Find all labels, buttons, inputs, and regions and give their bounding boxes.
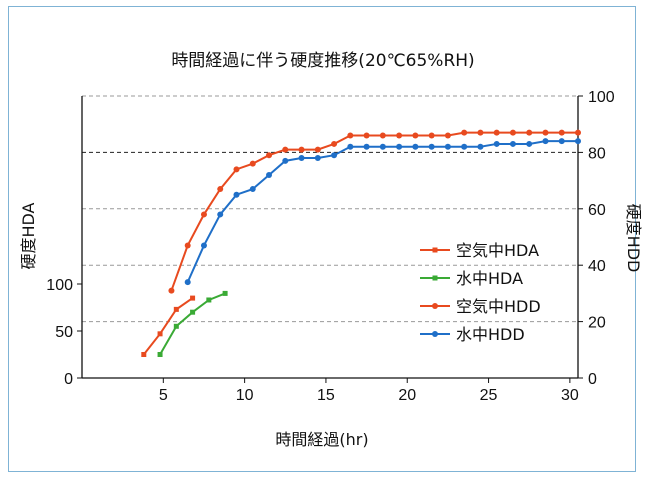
y-axis-label-right: 硬度HDD [624,204,643,273]
series-line-2 [171,133,578,291]
series-2-point-9 [315,147,321,153]
series-2-point-18 [461,130,467,136]
series-3-point-5 [266,172,272,178]
x-tick-label-5: 5 [159,387,168,404]
series-1-point-0 [158,352,163,357]
series-3-point-18 [477,144,483,150]
y-left-tick-label-0: 0 [64,371,73,388]
legend-marker-0 [433,248,438,253]
series-3-point-15 [429,144,435,150]
legend-label-0: 空気中HDA [456,241,539,260]
series-1-point-3 [206,297,211,302]
x-tick-label-30: 30 [561,387,579,404]
series-line-0 [144,298,193,354]
chart-title: 時間経過に伴う硬度推移(20℃65%RH) [171,51,474,71]
series-2-point-5 [250,161,256,167]
series-3-point-16 [445,144,451,150]
legend-label-2: 空気中HDD [456,297,541,316]
series-2-point-21 [510,130,516,136]
x-tick-label-25: 25 [480,387,498,404]
series-2-point-2 [201,211,207,217]
series-3-point-0 [185,279,191,285]
series-3-point-11 [364,144,370,150]
x-tick-label-10: 10 [236,387,254,404]
legend-label-1: 水中HDA [456,269,523,288]
series-3-point-3 [233,192,239,198]
series-3-point-14 [412,144,418,150]
series-3-point-21 [526,141,532,147]
series-line-3 [188,141,578,282]
x-axis-label: 時間経過(hr) [275,430,368,449]
series-2-point-0 [168,288,174,294]
series-2-point-10 [331,141,337,147]
series-2-point-12 [364,132,370,138]
y-right-tick-label-40: 40 [588,258,606,275]
series-2-point-8 [299,147,305,153]
y-right-tick-label-20: 20 [588,315,606,332]
series-3-point-20 [510,141,516,147]
series-2-point-22 [526,130,532,136]
series-2-point-11 [347,132,353,138]
y-axis-label-left: 硬度HDA [19,202,38,269]
series-3-point-12 [380,144,386,150]
series-0-point-3 [190,296,195,301]
series-3-point-19 [494,141,500,147]
x-tick-label-20: 20 [398,387,416,404]
series-2-point-25 [575,130,581,136]
series-3-point-13 [396,144,402,150]
series-2-point-20 [494,130,500,136]
series-2-point-15 [412,132,418,138]
series-2-point-6 [266,152,272,158]
y-left-tick-label-100: 100 [46,277,73,294]
series-2-point-4 [233,166,239,172]
series-1-point-4 [223,291,228,296]
series-3-point-4 [250,186,256,192]
legend-marker-1 [433,276,438,281]
series-3-point-24 [575,138,581,144]
series-line-1 [160,293,225,354]
series-2-point-17 [445,132,451,138]
y-right-tick-label-100: 100 [588,89,615,106]
series-2-point-24 [559,130,565,136]
series-2-point-3 [217,186,223,192]
series-2-point-14 [396,132,402,138]
legend-label-3: 水中HDD [456,325,525,344]
series-0-point-1 [158,331,163,336]
series-3-point-10 [347,144,353,150]
series-1-point-1 [174,324,179,329]
y-right-tick-label-60: 60 [588,202,606,219]
series-3-point-2 [217,211,223,217]
y-right-tick-label-80: 80 [588,145,606,162]
series-3-point-23 [559,138,565,144]
series-3-point-7 [299,155,305,161]
series-3-point-8 [315,155,321,161]
series-1-point-2 [190,310,195,315]
series-3-point-17 [461,144,467,150]
series-2-point-16 [429,132,435,138]
legend: 空気中HDA 水中HDA 空気中HDD 水中HDD [420,241,541,344]
legend-marker-2 [432,303,438,309]
x-tick-label-15: 15 [317,387,335,404]
series-3-point-6 [282,158,288,164]
series-2-point-23 [542,130,548,136]
y-right-tick-label-0: 0 [588,371,597,388]
series-3-point-1 [201,242,207,248]
legend-marker-3 [432,331,438,337]
series-0-point-2 [174,307,179,312]
series-3-point-22 [542,138,548,144]
series-2-point-13 [380,132,386,138]
series-3-point-9 [331,152,337,158]
series-2-point-7 [282,147,288,153]
series-2-point-19 [477,130,483,136]
series-0-point-0 [141,352,146,357]
y-left-tick-label-50: 50 [55,324,73,341]
series-2-point-1 [185,242,191,248]
